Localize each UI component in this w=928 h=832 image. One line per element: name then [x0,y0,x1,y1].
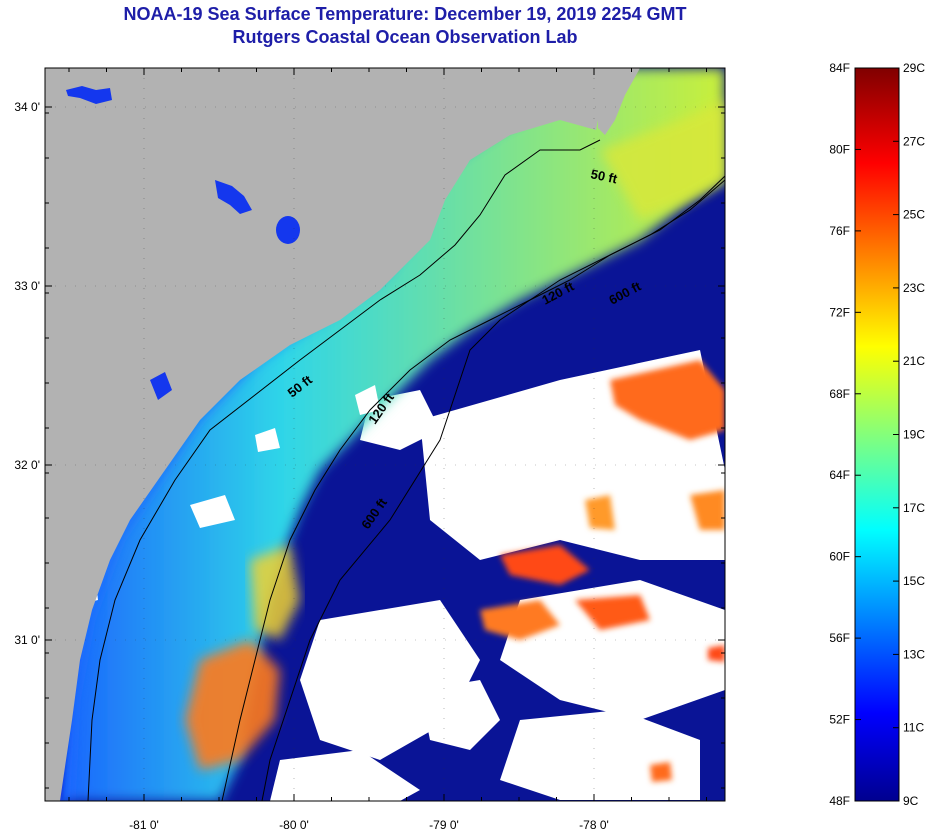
colorbar-c-label: 29C [903,61,925,75]
map-frame [44,67,726,802]
colorbar-c-label: 23C [903,281,925,295]
map-title: NOAA-19 Sea Surface Temperature: Decembe… [123,4,687,24]
colorbar-f-label: 48F [829,794,850,808]
contour-label: 50 ft [589,166,619,186]
colorbar-f-label: 80F [829,142,850,156]
map-area [45,68,725,801]
colorbar-f-label: 72F [829,305,850,319]
colorbar-fahrenheit-scale: 84F 80F 76F 72F 68F 64F 60F 56F 52F 48F [829,61,861,808]
lon-label: -78 0' [579,818,609,832]
colorbar-f-label: 76F [829,224,850,238]
land-mass [45,68,600,801]
colorbar-f-label: 64F [829,468,850,482]
colorbar-c-label: 13C [903,647,925,661]
lon-label: -81 0' [129,818,159,832]
colorbar: 84F 80F 76F 72F 68F 64F 60F 56F 52F 48F 29C 27C 25C… [829,61,925,808]
inland-water [66,86,300,400]
gulf-stream-warm-water [480,360,725,782]
colorbar-gradient [855,68,899,801]
colorbar-f-label: 60F [829,550,850,564]
colorbar-f-label: 56F [829,631,850,645]
colorbar-c-label: 9C [903,794,919,808]
lon-label: -79 0' [429,818,459,832]
colorbar-f-label: 84F [829,61,850,75]
colorbar-c-label: 11C [903,721,924,735]
northeast-shelf-water [600,100,725,220]
map-axes: 34 0' 33 0' 32 0' 31 0' -81 0' -80 0' -79 0' -7… [14,67,725,832]
lat-label: 31 0' [14,633,40,647]
colorbar-c-label: 25C [903,208,925,222]
map-subtitle: Rutgers Coastal Ocean Observation Lab [232,27,578,47]
lat-label: 32 0' [14,458,40,472]
colorbar-c-label: 17C [903,501,925,515]
warm-shelf-band [250,545,300,640]
land-peninsula [598,68,640,135]
colorbar-c-label: 19C [903,428,925,442]
colorbar-c-label: 21C [903,354,925,368]
colorbar-c-label: 15C [903,574,925,588]
colorbar-celsius-scale: 29C 27C 25C 23C 21C 19C 17C 15C 13C 11C 9C [893,61,925,808]
lat-label: 33 0' [14,279,40,293]
colorbar-f-label: 68F [829,387,850,401]
colorbar-c-label: 27C [903,134,925,148]
lon-label: -80 0' [279,818,309,832]
colorbar-f-label: 52F [829,713,850,727]
depth-contours [87,139,725,801]
lat-label: 34 0' [14,100,40,114]
graticule [45,68,725,801]
warm-shelf-patch [185,640,280,770]
cloud-mask [270,350,725,801]
